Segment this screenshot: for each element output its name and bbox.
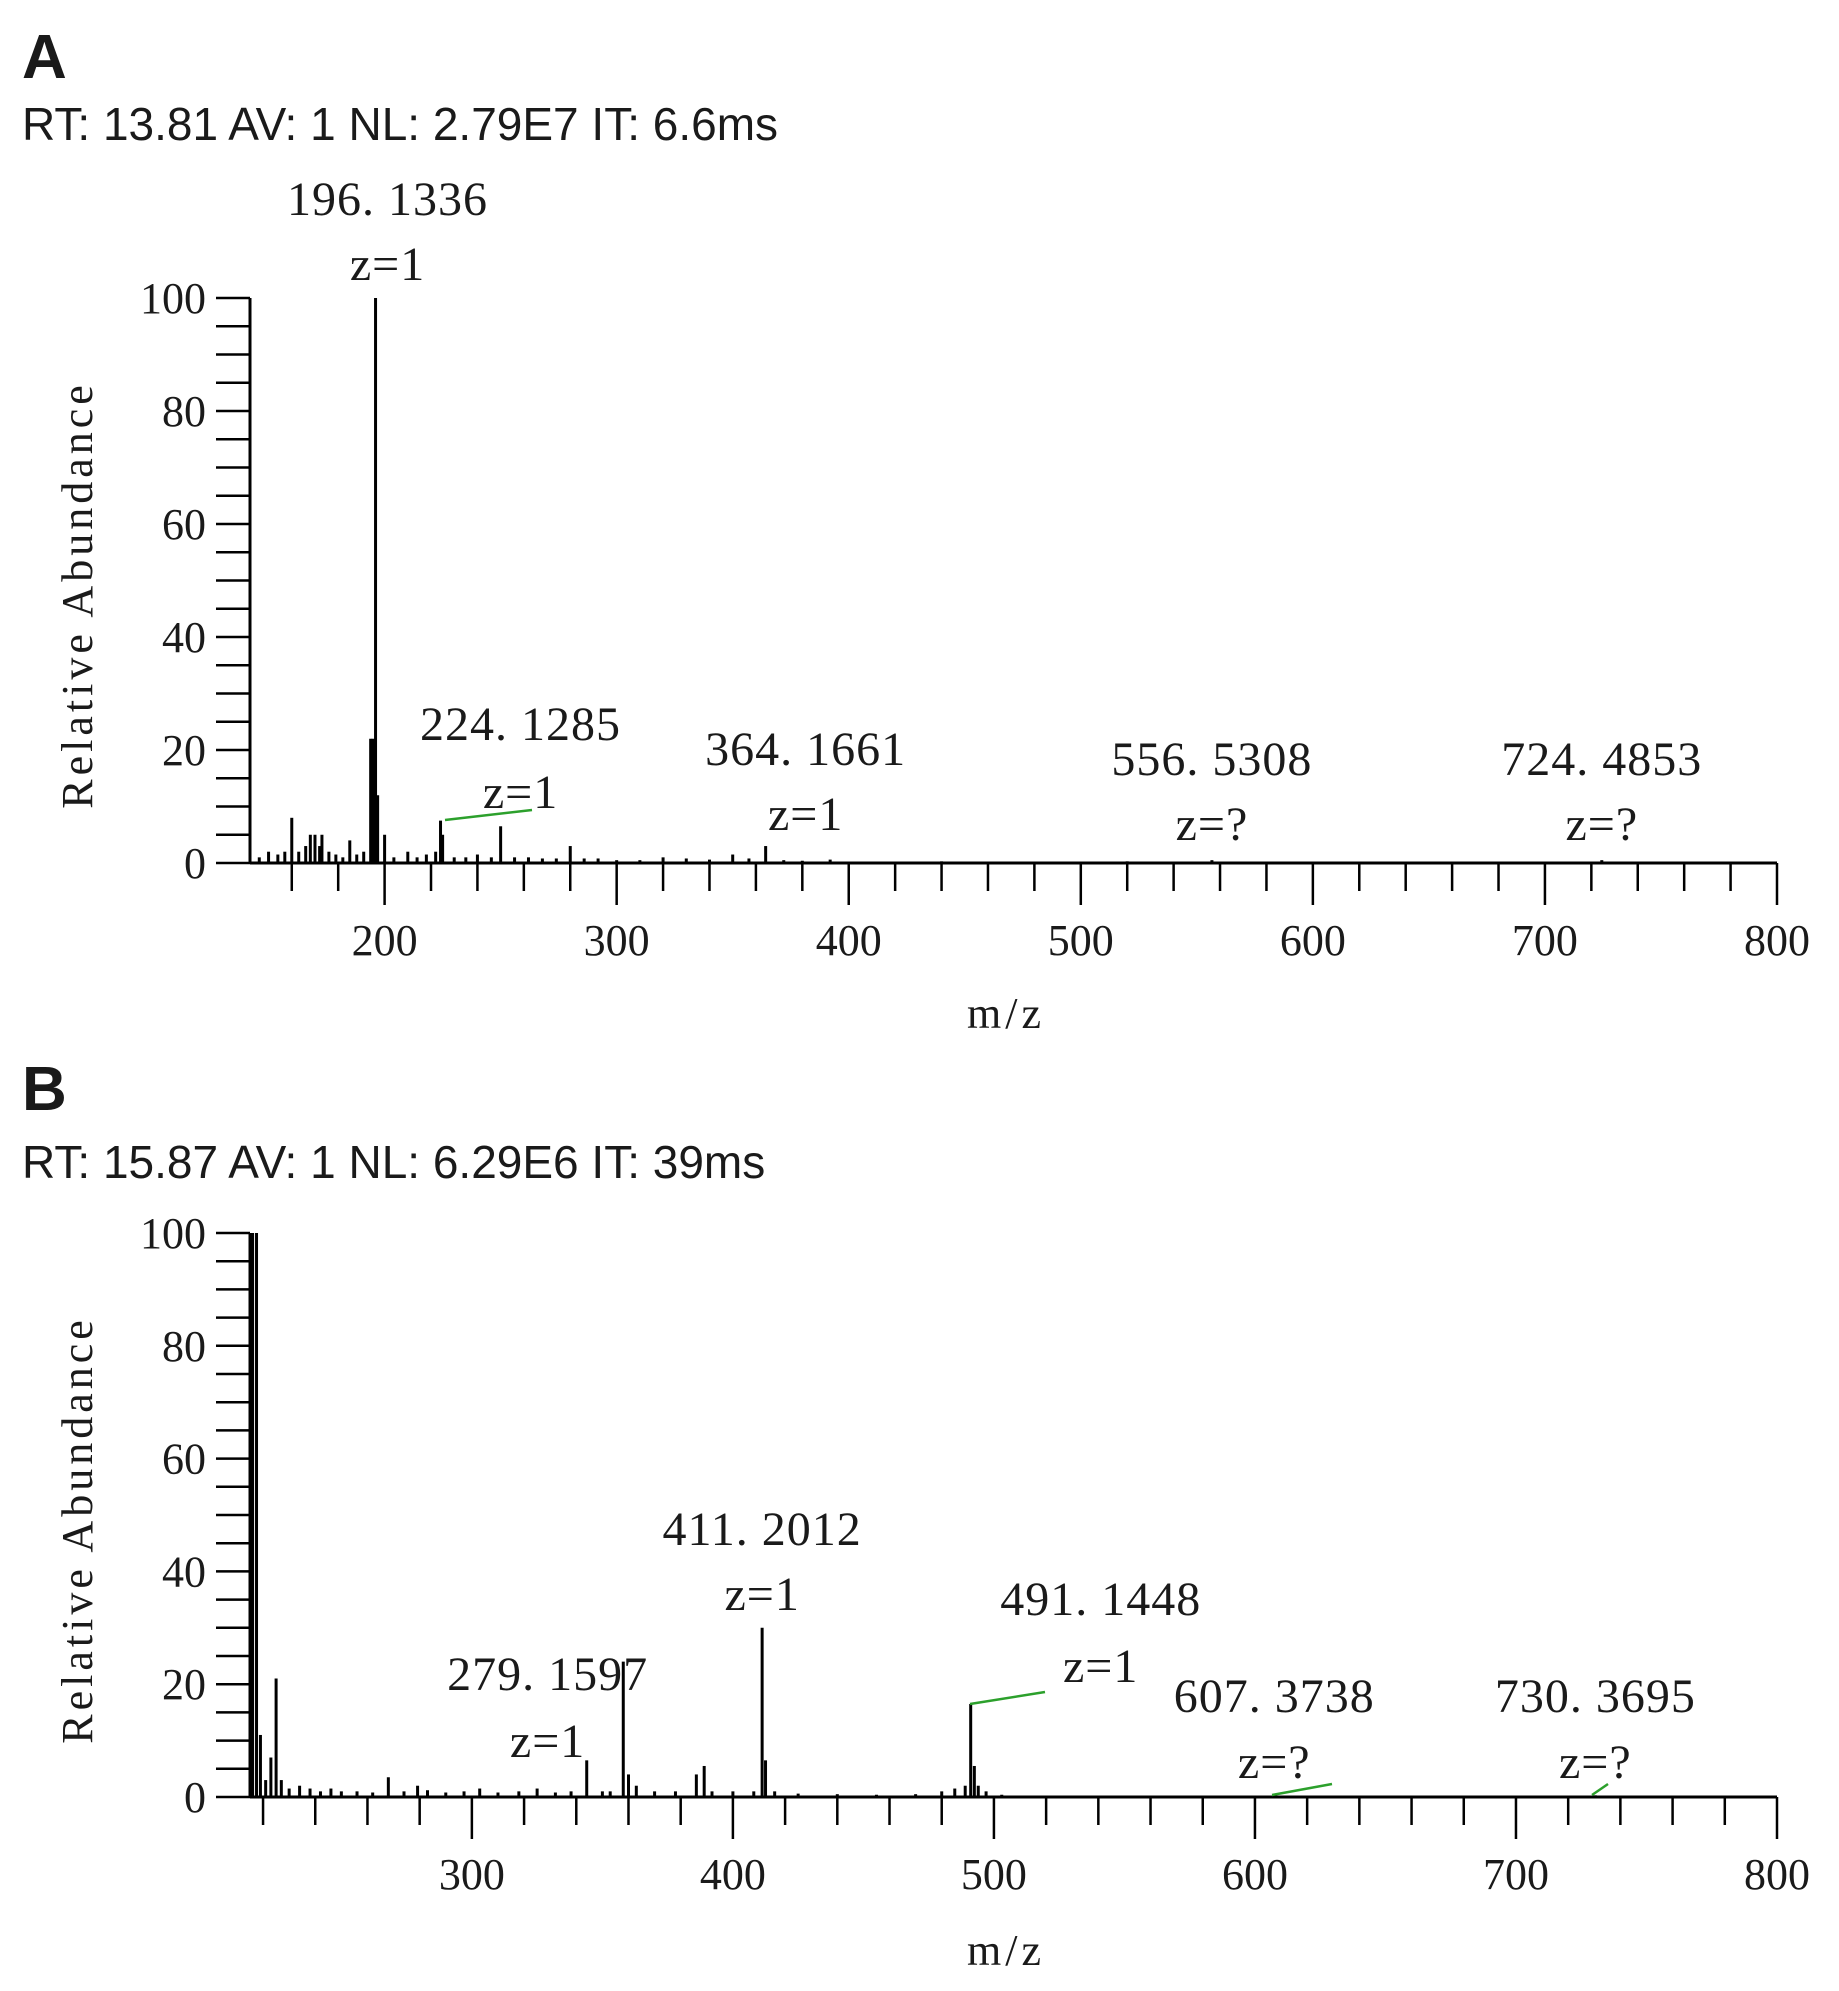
annotation-leader-line bbox=[1271, 1782, 1333, 1797]
x-axis-title: m/z bbox=[967, 1926, 1045, 1975]
peak-mz-label: 224. 1285 bbox=[420, 698, 621, 751]
y-tick-label: 60 bbox=[162, 1435, 206, 1484]
panel-a: A RT: 13.81 AV: 1 NL: 2.79E7 IT: 6.6ms 0… bbox=[22, 23, 1810, 1038]
plot-a: 0 20 40 60 80 100 200 300 400 500 600 700 800 196. 13… bbox=[140, 173, 1810, 965]
peak-mz-label: 730. 3695 bbox=[1495, 1670, 1696, 1723]
peak-mz-label: 279. 1597 bbox=[447, 1648, 648, 1701]
x-axis-title: m/z bbox=[967, 989, 1045, 1038]
y-tick-label: 0 bbox=[184, 839, 206, 888]
y-axis-title: Relative Abundance bbox=[53, 1316, 102, 1744]
plot-b: 0 20 40 60 80 100 300 400 500 600 700 800 279. 1597 z… bbox=[140, 1209, 1810, 1899]
y-tick-label: 20 bbox=[162, 1660, 206, 1709]
y-tick-label: 80 bbox=[162, 387, 206, 436]
panel-letter: A bbox=[22, 23, 67, 92]
y-tick-label: 40 bbox=[162, 613, 206, 662]
annotation-leader-line bbox=[1591, 1782, 1609, 1797]
x-tick-label: 800 bbox=[1744, 1850, 1810, 1899]
peak-charge-label: z=? bbox=[1238, 1736, 1311, 1789]
annotation-leader-line bbox=[969, 1690, 1046, 1706]
y-tick-label: 100 bbox=[140, 1209, 206, 1258]
peak-mz-label: 364. 1661 bbox=[705, 723, 906, 776]
scan-header: RT: 15.87 AV: 1 NL: 6.29E6 IT: 39ms bbox=[22, 1136, 765, 1188]
panel-letter: B bbox=[22, 1055, 67, 1124]
y-axis-title: Relative Abundance bbox=[53, 381, 102, 809]
panel-b: B RT: 15.87 AV: 1 NL: 6.29E6 IT: 39ms 0 2… bbox=[22, 1055, 1810, 1975]
scan-header: RT: 13.81 AV: 1 NL: 2.79E7 IT: 6.6ms bbox=[22, 98, 778, 150]
x-tick-label: 300 bbox=[584, 916, 650, 965]
peak-mz-label: 607. 3738 bbox=[1174, 1670, 1375, 1723]
peak-charge-label: z=1 bbox=[510, 1715, 585, 1768]
y-tick-label: 100 bbox=[140, 274, 206, 323]
peak-mz-label: 556. 5308 bbox=[1111, 733, 1312, 786]
x-tick-label: 700 bbox=[1512, 916, 1578, 965]
y-tick-label: 0 bbox=[184, 1773, 206, 1822]
x-tick-label: 400 bbox=[700, 1850, 766, 1899]
peak-charge-label: z=1 bbox=[768, 788, 843, 841]
peak-charge-label: z=1 bbox=[724, 1568, 799, 1621]
peak-charge-label: z=? bbox=[1176, 798, 1249, 851]
peak-charge-label: z=? bbox=[1565, 798, 1638, 851]
peak-charge-label: z=1 bbox=[350, 238, 425, 291]
y-tick-label: 80 bbox=[162, 1322, 206, 1371]
peak-mz-label: 491. 1448 bbox=[1000, 1573, 1201, 1626]
peak-charge-label: z=? bbox=[1559, 1736, 1632, 1789]
x-tick-label: 300 bbox=[439, 1850, 505, 1899]
x-tick-label: 600 bbox=[1280, 916, 1346, 965]
peak-mz-label: 411. 2012 bbox=[663, 1503, 862, 1556]
x-tick-label: 500 bbox=[1048, 916, 1114, 965]
y-tick-label: 20 bbox=[162, 726, 206, 775]
peak-mz-label: 196. 1336 bbox=[287, 173, 488, 226]
annotation-leader-line bbox=[444, 808, 533, 822]
peak-charge-label: z=1 bbox=[1063, 1640, 1138, 1693]
x-tick-label: 700 bbox=[1483, 1850, 1549, 1899]
x-tick-label: 500 bbox=[961, 1850, 1027, 1899]
y-tick-label: 40 bbox=[162, 1547, 206, 1596]
x-tick-label: 600 bbox=[1222, 1850, 1288, 1899]
x-tick-label: 400 bbox=[816, 916, 882, 965]
y-tick-label: 60 bbox=[162, 500, 206, 549]
peak-mz-label: 724. 4853 bbox=[1501, 733, 1702, 786]
x-tick-label: 800 bbox=[1744, 916, 1810, 965]
x-tick-label: 200 bbox=[352, 916, 418, 965]
